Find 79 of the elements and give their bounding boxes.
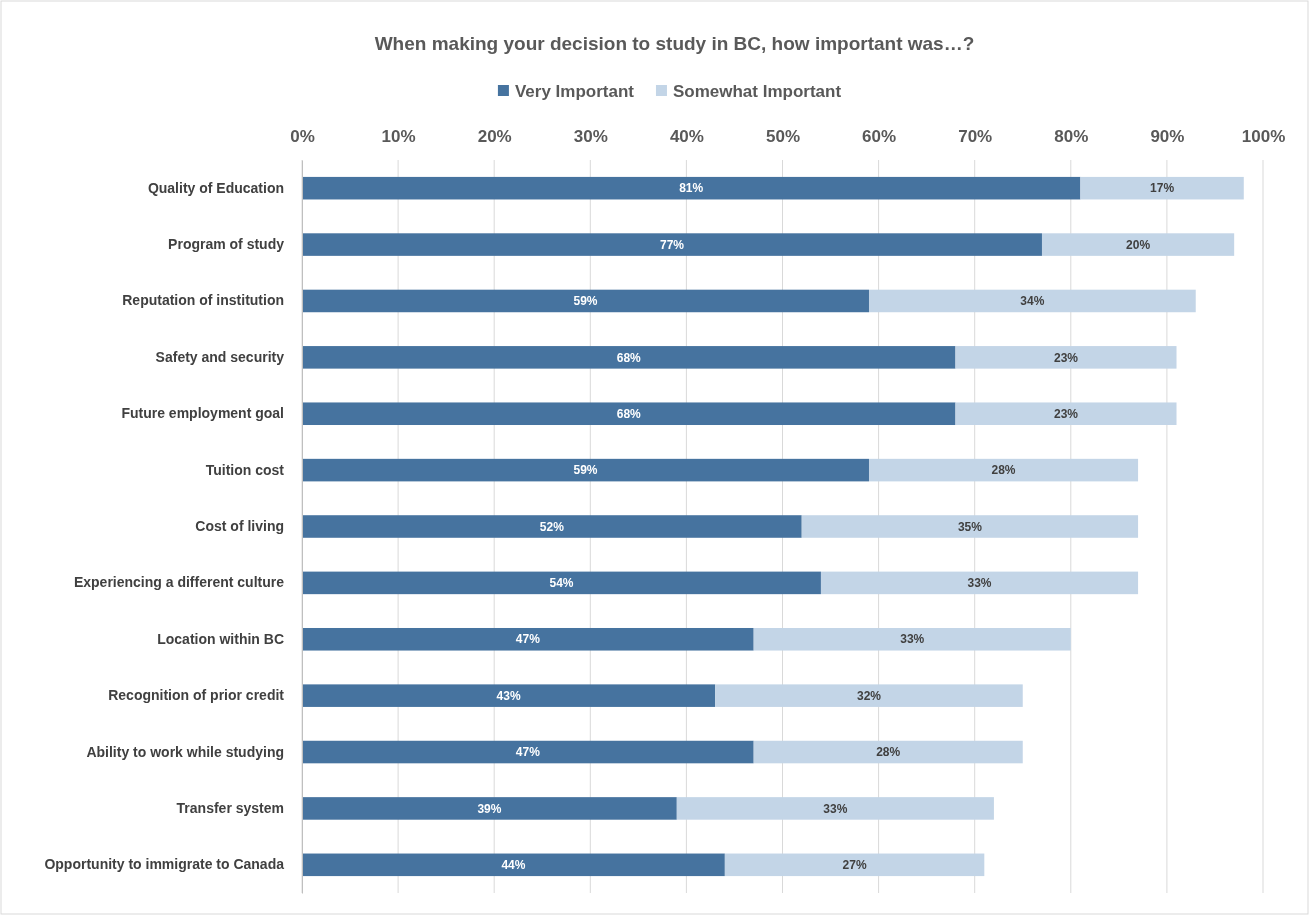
bar [302, 402, 956, 426]
y-tick-label: Transfer system [176, 799, 284, 816]
y-tick-label: Recognition of prior credit [108, 687, 285, 704]
bar [302, 627, 754, 651]
data-label: 43% [496, 688, 521, 703]
data-label: 27% [842, 858, 867, 873]
x-tick-label: 20% [477, 127, 512, 146]
legend-label: Very Important [514, 81, 635, 101]
bar [302, 346, 956, 369]
data-label: 39% [477, 801, 502, 816]
data-label: 33% [967, 576, 992, 591]
data-label: 47% [515, 745, 541, 760]
chart-title: When making your decision to study in BC, how important was…? [374, 33, 975, 54]
bar [1080, 176, 1244, 200]
x-tick-label: 30% [573, 127, 608, 146]
data-label: 28% [876, 745, 901, 760]
data-label: 23% [1053, 350, 1079, 365]
x-tick-label: 60% [862, 127, 897, 146]
bar [302, 515, 802, 538]
bar [302, 289, 869, 313]
data-label: 28% [991, 463, 1016, 478]
data-label: 33% [900, 632, 925, 647]
bar [302, 233, 1042, 256]
bar [753, 740, 1023, 764]
x-tick-label: 0% [290, 127, 315, 146]
data-label: 68% [616, 406, 642, 421]
y-tick-label: Safety and security [155, 348, 285, 365]
bar [302, 458, 869, 482]
data-label: 81% [679, 181, 704, 196]
x-tick-label: 10% [381, 127, 416, 146]
y-tick-label: Experiencing a different culture [73, 574, 285, 591]
bar [724, 853, 985, 877]
bar [302, 684, 716, 707]
y-tick-label: Opportunity to immigrate to Canada [44, 856, 285, 873]
y-tick-label: Ability to work while studying [86, 743, 284, 760]
data-label: 32% [856, 688, 882, 703]
bar [302, 571, 821, 595]
bar [1041, 233, 1235, 256]
data-label: 68% [616, 350, 642, 365]
bar [715, 684, 1023, 707]
data-label: 59% [573, 294, 598, 309]
data-label: 17% [1150, 181, 1175, 196]
data-label: 77% [659, 237, 685, 252]
bar [801, 515, 1139, 538]
x-tick-label: 100% [1241, 127, 1286, 146]
y-tick-label: Reputation of institution [122, 292, 284, 309]
x-tick-label: 80% [1054, 127, 1089, 146]
data-label: 59% [573, 463, 598, 478]
bar [753, 627, 1071, 651]
x-tick-label: 40% [669, 127, 704, 146]
bar [955, 346, 1177, 369]
y-tick-label: Future employment goal [121, 405, 284, 422]
bar [868, 458, 1139, 482]
bar [302, 797, 677, 820]
data-label: 44% [501, 858, 526, 873]
y-tick-label: Location within BC [157, 630, 284, 647]
x-tick-label: 70% [958, 127, 993, 146]
bar [820, 571, 1139, 595]
bar [955, 402, 1177, 426]
bar [302, 740, 754, 764]
y-tick-label: Quality of Education [147, 179, 284, 196]
data-label: 52% [539, 519, 565, 534]
y-tick-label: Program of study [168, 236, 285, 253]
y-tick-label: Cost of living [195, 517, 284, 534]
bar [676, 797, 994, 820]
data-label: 35% [957, 519, 983, 534]
bar [868, 289, 1196, 313]
y-tick-label: Tuition cost [205, 461, 285, 478]
legend-label: Somewhat Important [672, 81, 842, 101]
bar [302, 176, 1081, 200]
data-label: 54% [549, 576, 574, 591]
data-label: 34% [1020, 294, 1045, 309]
bar [302, 853, 725, 877]
data-label: 23% [1053, 406, 1079, 421]
x-tick-label: 50% [765, 127, 801, 146]
x-tick-label: 90% [1150, 127, 1185, 146]
data-label: 33% [823, 801, 848, 816]
data-label: 20% [1126, 237, 1151, 252]
data-label: 47% [515, 632, 541, 647]
